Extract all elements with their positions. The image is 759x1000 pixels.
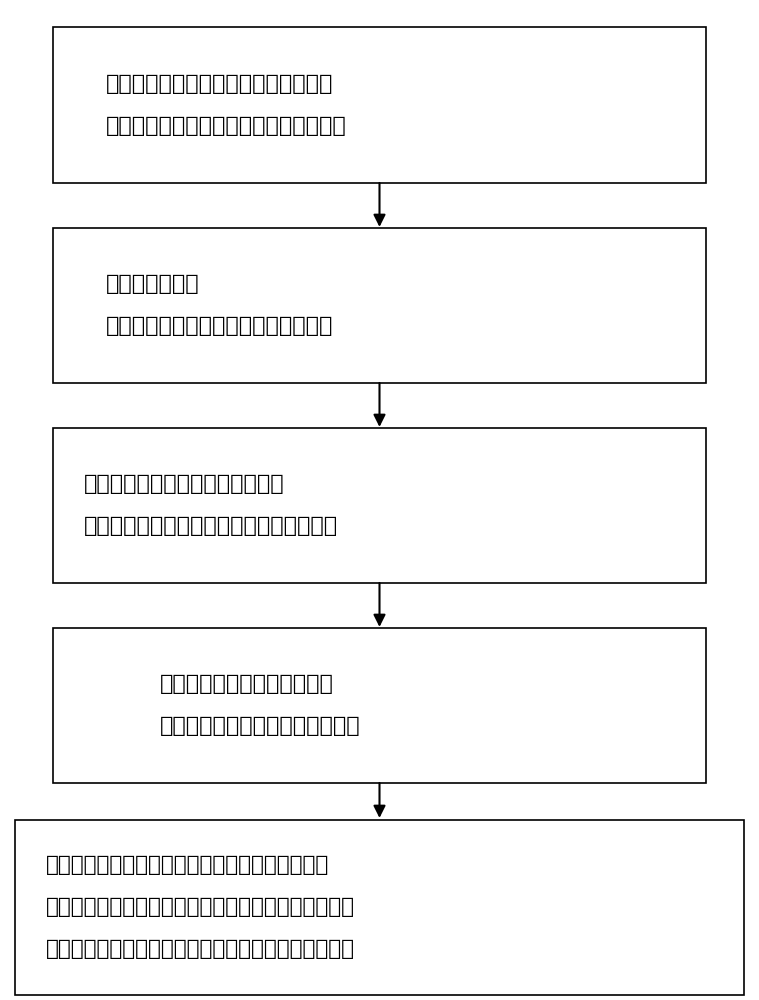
- Text: 分别安装到每一个注聚层的相应管路上: 分别安装到每一个注聚层的相应管路上: [106, 74, 334, 94]
- Text: 分别根据每一个注聚层的井口压力和液面的: 分别根据每一个注聚层的井口压力和液面的: [83, 516, 338, 536]
- Text: 测试值计算相应注聚层的井底压力: 测试值计算相应注聚层的井底压力: [83, 474, 284, 494]
- Text: 分别根据每一个注聚层的井底压力: 分别根据每一个注聚层的井底压力: [159, 716, 360, 736]
- Text: 数反求该注聚层的聚合物溶液地下粘度的分布情况: 数反求该注聚层的聚合物溶液地下粘度的分布情况: [46, 855, 329, 875]
- Text: 分别将每一个注聚层的井底压力与相应的压力监测试井: 分别将每一个注聚层的井底压力与相应的压力监测试井: [46, 939, 354, 959]
- Bar: [53, 428, 706, 582]
- Text: 井口压力和液面: 井口压力和液面: [106, 274, 200, 294]
- Bar: [53, 27, 706, 182]
- Text: 模型进行拟合，得到试井解释参数，并通过试井解释参: 模型进行拟合，得到试井解释参数，并通过试井解释参: [46, 897, 354, 917]
- Text: 选择相应的压力监测试井模型: 选择相应的压力监测试井模型: [159, 674, 333, 694]
- Bar: [15, 820, 744, 994]
- Text: 检查井口组合测试装置的密封性，并将其: 检查井口组合测试装置的密封性，并将其: [106, 116, 347, 136]
- Text: 关闭注入井，同时测试每一个注聚层的: 关闭注入井，同时测试每一个注聚层的: [106, 316, 334, 336]
- Bar: [53, 628, 706, 782]
- Bar: [53, 228, 706, 383]
